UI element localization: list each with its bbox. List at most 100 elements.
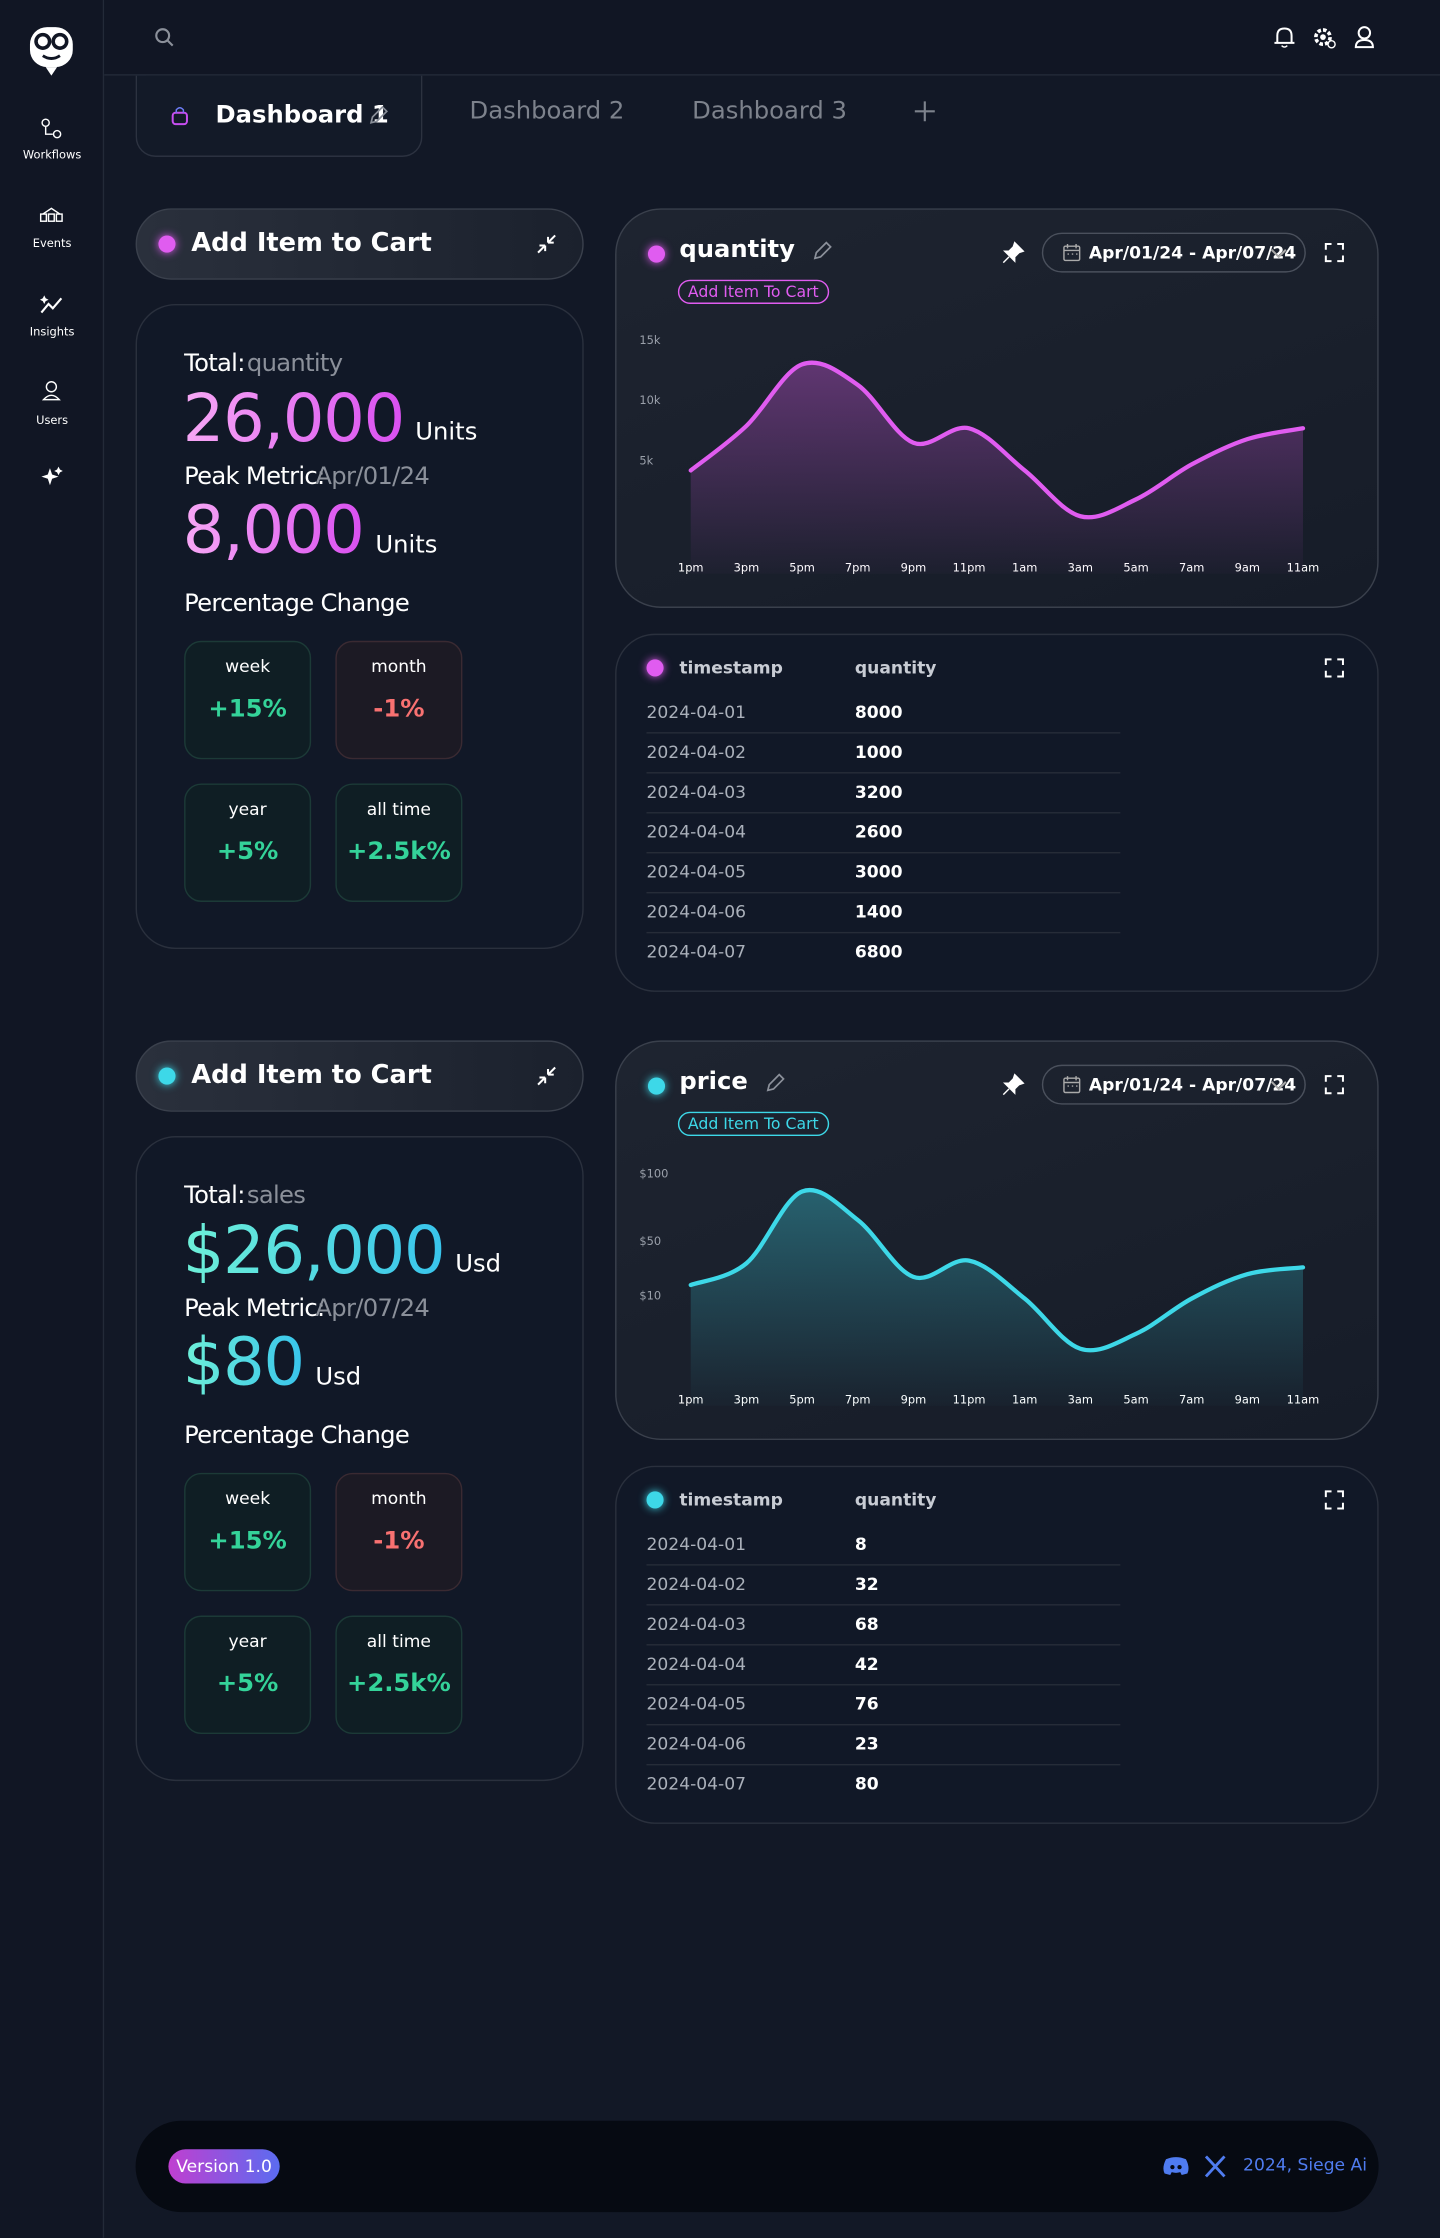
nav-label[interactable]: Workflows [22,148,82,162]
change-box [335,1472,463,1592]
status-dot [646,1491,664,1509]
nav-label[interactable]: Events [32,236,72,250]
peak-value: 8,000 [182,490,365,569]
tab-label[interactable]: Dashboard 1 [215,101,389,130]
cell: 2024-04-03 [646,782,747,803]
discord-icon[interactable] [1163,2156,1189,2176]
date-range[interactable] [1041,1064,1306,1105]
column-header: timestamp [679,657,783,678]
cell: 2024-04-03 [646,1614,747,1635]
cell: 23 [854,1733,879,1754]
change-box [184,783,312,902]
pin-icon[interactable] [1002,241,1025,264]
collapse-icon[interactable] [537,1066,557,1086]
change-value: +5% [216,1669,279,1699]
row-divider [646,1724,1121,1726]
ai-icon[interactable] [41,466,63,487]
change-value: -1% [373,1527,425,1556]
cell: 2024-04-02 [646,1574,747,1595]
workflows-icon[interactable] [41,118,62,139]
y-tick-label: $10 [639,1288,661,1302]
expand-icon[interactable] [1324,658,1344,678]
search-icon[interactable] [154,27,174,47]
tab-label[interactable]: Dashboard 3 [692,97,847,126]
cell: 1400 [854,901,903,922]
expand-icon[interactable] [1324,1075,1344,1095]
calendar-icon[interactable] [1063,1076,1081,1094]
area [690,1190,1303,1406]
nav-label[interactable]: Users [36,413,69,427]
change-label: all time [366,799,431,820]
x-icon[interactable] [1204,2155,1226,2178]
change-value: +5% [216,837,279,867]
dropdown-icon[interactable] [1270,248,1287,259]
change-box [335,640,463,760]
column-header: quantity [854,1489,937,1510]
y-tick-label: $100 [639,1166,668,1180]
events-icon[interactable] [39,207,63,222]
total-unit: Units [415,418,478,447]
copyright: 2024, Siege Ai [1243,2155,1368,2175]
total-value: 26,000 [182,379,406,457]
cell: 76 [854,1694,879,1715]
settings-icon[interactable] [1313,27,1336,50]
pin-icon[interactable] [1002,1073,1025,1096]
peak-value: $80 [182,1322,305,1401]
status-dot [647,245,666,263]
edit-icon[interactable] [368,105,388,126]
event-tag[interactable]: Add Item To Cart [677,1111,829,1137]
cell: 68 [854,1614,879,1635]
tab-label[interactable]: Dashboard 2 [469,97,625,126]
row-divider [646,1684,1121,1686]
cell: 2024-04-07 [646,941,747,962]
cell: 8000 [854,702,903,723]
row-divider [646,1564,1121,1566]
footer [135,2120,1379,2213]
logo [29,27,73,76]
add-tab[interactable] [914,101,935,122]
date-range[interactable] [1041,232,1306,273]
cell: 2024-04-01 [646,1534,747,1555]
column-header: quantity [854,657,937,678]
version-badge: Version 1.0 [168,2149,280,2184]
active-tab[interactable] [135,75,423,157]
cell: 2024-04-05 [646,1694,747,1715]
change-value: +15% [208,695,287,724]
row-divider [646,1604,1121,1606]
cell: 42 [854,1654,879,1675]
y-tick-label: $50 [639,1234,661,1248]
row-divider [646,931,1121,934]
nav-label[interactable]: Insights [29,325,75,339]
panel-header [135,208,584,280]
notifications-icon[interactable] [1273,26,1296,49]
total-metric: sales [246,1181,306,1211]
expand-icon[interactable] [1324,243,1344,263]
expand-icon[interactable] [1324,1490,1344,1510]
users-icon[interactable] [41,381,61,401]
calendar-icon[interactable] [1063,244,1081,262]
change-title: Percentage Change [184,589,410,618]
change-box [335,783,463,902]
event-tag[interactable]: Add Item To Cart [677,279,829,304]
row-divider [646,891,1121,894]
total-value: $26,000 [182,1211,446,1289]
date-range-label: Apr/01/24 - Apr/07/24 [1088,242,1297,263]
cell: 3200 [854,782,903,803]
sidebar [0,0,105,2238]
profile-icon[interactable] [1354,26,1374,49]
change-box [184,640,312,760]
total-metric: quantity [246,349,343,379]
lock-icon [171,107,188,126]
insights-icon[interactable] [39,294,63,314]
change-label: month [371,656,427,677]
line [688,1187,1306,1353]
change-box [335,1615,463,1734]
collapse-icon[interactable] [537,234,557,254]
dropdown-icon[interactable] [1270,1080,1287,1091]
edit-icon[interactable] [812,241,832,261]
chart: $10$50$1001pm3pm5pm7pm9pm11pm1am3am5am7a… [639,1166,1319,1406]
change-value: +15% [208,1527,287,1556]
cell: 1000 [854,742,903,763]
edit-icon[interactable] [765,1073,785,1093]
